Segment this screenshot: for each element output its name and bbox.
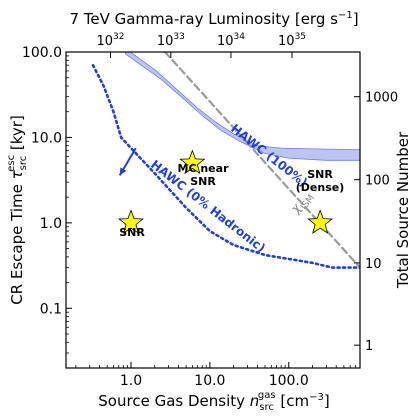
series-line-hawc0 [91, 63, 360, 269]
y-tick-label: 0.1 [40, 301, 62, 317]
axis-ticks: 1.0 10.0 100.0 0.1 1.0 10.0 100.0 1032 1033 1034 1… [22, 32, 398, 389]
y-tick-label: 100.0 [22, 45, 62, 61]
marker-label-mc-line1: MC near [178, 162, 230, 175]
plot-area [91, 52, 360, 269]
star-marker-1 [179, 149, 206, 175]
x-axis-title: Source Gas Density nsrcgas [cm−3] [98, 390, 329, 413]
star-marker-0 [118, 209, 144, 234]
y-axis-title: CR Escape Time τsrcesc [kyr] [6, 115, 29, 305]
top-axis-title: 7 TeV Gamma-ray Luminosity [erg s−1] [69, 10, 358, 28]
right-tick-label: 10 [365, 257, 382, 272]
top-tick-label: 1034 [217, 32, 245, 49]
right-axis-title: Total Source Number [394, 131, 412, 289]
right-tick-label: 1 [365, 339, 373, 354]
top-tick-label: 1035 [278, 32, 306, 49]
plot-frame [65, 51, 361, 369]
marker-label-snr: SNR [119, 226, 145, 239]
y-tick-label: 10.0 [31, 130, 62, 146]
y-tick-label: 1.0 [40, 216, 62, 232]
x-tick-label: 1.0 [120, 373, 142, 389]
right-tick-label: 100 [365, 174, 390, 189]
marker-label-mc-line2: SNR [190, 175, 216, 188]
marker-label-dense-line1: SNR [307, 168, 333, 181]
x-tick-label: 100.0 [269, 373, 309, 389]
top-tick-label: 1033 [157, 32, 185, 49]
x-tick-label: 10.0 [194, 373, 225, 389]
direction-arrow-head [119, 167, 127, 176]
top-tick-label: 1032 [97, 32, 125, 49]
marker-label-dense-line2: (Dense) [296, 181, 345, 194]
right-tick-label: 1000 [365, 91, 398, 106]
star-marker-2 [307, 209, 334, 234]
